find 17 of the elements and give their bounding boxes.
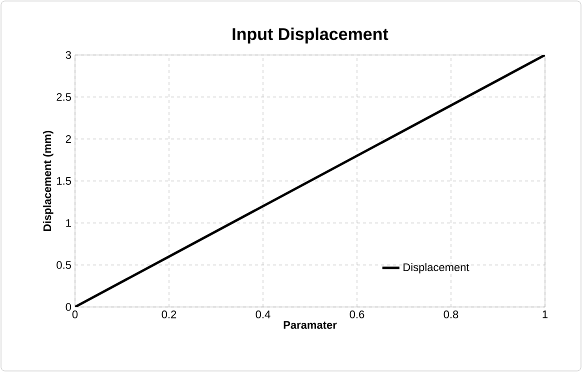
legend-label: Displacement bbox=[404, 263, 470, 274]
x-tick-label: 0.4 bbox=[256, 310, 270, 318]
y-tick-label: 0 bbox=[66, 303, 72, 311]
y-tick-label: 3 bbox=[66, 51, 71, 59]
x-tick-label: 1 bbox=[542, 310, 548, 318]
x-tick-label: 0 bbox=[72, 310, 78, 318]
y-tick-label: 1.5 bbox=[57, 177, 72, 185]
y-tick-label: 0.5 bbox=[56, 261, 72, 269]
x-tick-label: 0.8 bbox=[444, 310, 458, 318]
x-tick-label: 0.2 bbox=[162, 310, 176, 318]
chart-title: Input Displacement bbox=[232, 28, 388, 44]
x-tick-label: 0.6 bbox=[350, 310, 364, 318]
x-axis-title: Paramater bbox=[284, 321, 337, 329]
y-tick-label: 2 bbox=[66, 135, 71, 143]
y-axis-title: Displacement (mm) bbox=[43, 130, 54, 231]
y-tick-label: 1 bbox=[66, 219, 71, 227]
y-tick-label: 2.5 bbox=[56, 93, 72, 101]
